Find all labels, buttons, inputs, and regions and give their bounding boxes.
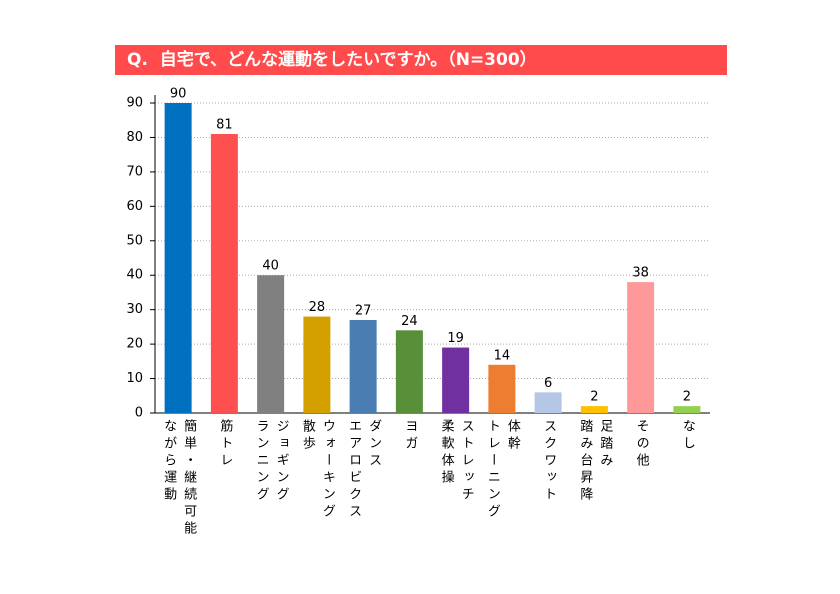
y-tick-label: 50 [126,233,143,248]
x-tick-label: なし [679,419,695,453]
y-tick-label: 80 [126,130,143,145]
chart-title: Q. 自宅で、どんな運動をしたいですか。（N=300） [127,50,537,70]
bar [534,392,562,413]
y-tick-label: 40 [126,268,143,283]
x-tick-label: ヨガ [402,419,418,453]
y-tick-label: 20 [126,337,143,352]
bar [442,347,470,413]
x-tick-label: 足踏み 踏み台昇降 [577,419,613,504]
value-label: 24 [401,314,418,329]
value-label: 2 [683,390,691,405]
bar [303,316,331,413]
bar [257,275,285,413]
x-tick-label: スクワット [541,419,557,504]
y-tick-label: 70 [126,164,143,179]
value-label: 14 [494,348,511,363]
value-label: 90 [170,87,187,102]
x-tick-label: ウォーキング 散歩 [299,419,335,521]
bar [395,330,423,413]
value-label: 27 [355,304,372,319]
bar [349,320,377,413]
y-tick-label: 10 [126,371,143,386]
value-label: 2 [590,390,598,405]
x-tick-label: ストレッチ 柔軟体操 [438,419,474,504]
value-label: 28 [309,300,326,315]
bar [210,134,238,413]
y-tick-label: 90 [126,96,143,111]
value-label: 38 [632,266,649,281]
bar [488,364,516,413]
y-tick-label: 0 [135,406,143,421]
value-label: 40 [262,259,279,274]
y-tick-label: 60 [126,199,143,214]
bar [164,103,192,413]
title-banner: Q. 自宅で、どんな運動をしたいですか。（N=300） [115,45,727,75]
value-label: 6 [544,376,552,391]
x-tick-label: 体幹 トレーニング [484,419,520,521]
y-tick-label: 30 [126,302,143,317]
bar [673,406,701,413]
bar [627,282,655,413]
x-tick-label: ジョギング ランニング [253,419,289,504]
x-tick-label: ダンス エアロビクス [346,419,382,521]
value-label: 81 [216,118,233,133]
bar [580,406,608,413]
x-tick-label: その他 [633,419,649,470]
x-tick-label: 簡単・継続可能 ながら運動 [161,419,197,538]
value-label: 19 [447,331,464,346]
x-tick-label: 筋トレ [217,419,233,470]
